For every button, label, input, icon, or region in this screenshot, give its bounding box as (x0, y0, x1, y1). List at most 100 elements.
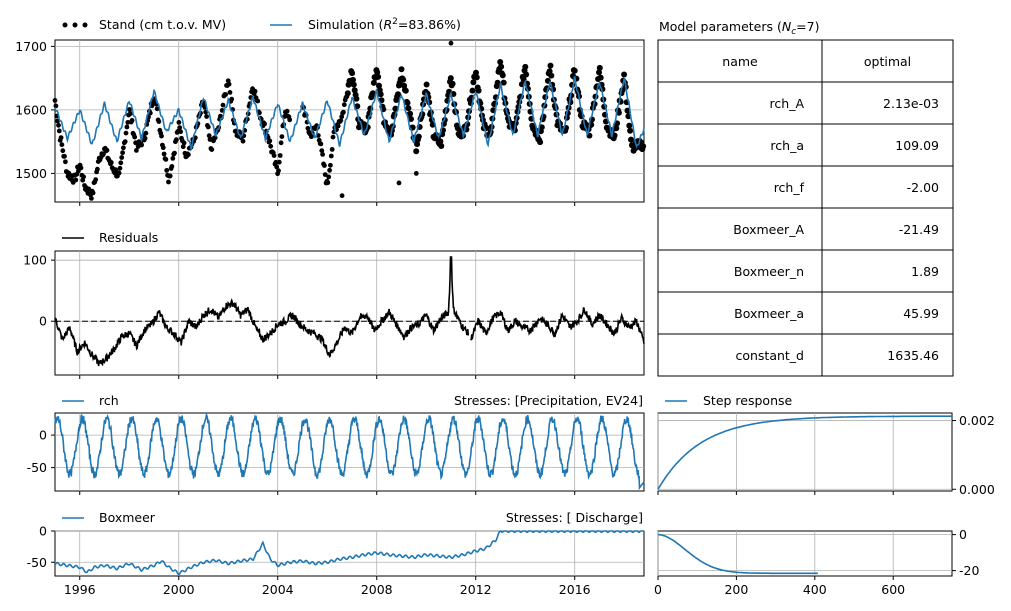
obs-point (276, 168, 281, 174)
obs-point (329, 147, 335, 152)
obs-point (405, 105, 412, 112)
obs-point (177, 125, 183, 130)
obs-point (626, 122, 633, 129)
obs-point (60, 148, 66, 154)
obs-point (120, 150, 125, 156)
obs-point (229, 96, 235, 102)
obs-point (596, 64, 603, 71)
obs-point (375, 73, 382, 80)
obs-point (181, 140, 187, 146)
obs-point (423, 81, 430, 88)
legend-rch-label: rch (99, 393, 119, 408)
table-header-optimal: optimal (864, 54, 911, 69)
obs-point (122, 139, 128, 145)
legend-boxmeer-label: Boxmeer (99, 510, 156, 525)
obs-point (89, 196, 94, 201)
obs-point (469, 87, 476, 94)
obs-point (349, 70, 356, 77)
obs-point (56, 122, 61, 128)
obs-point (226, 81, 232, 87)
main-axes (54, 39, 645, 203)
obs-point (326, 174, 332, 180)
obs-point (377, 91, 384, 98)
rch-legend: rch Stresses: [Precipitation, EV24] (62, 393, 643, 408)
obs-point (90, 190, 96, 196)
y-tick-label: 1600 (15, 102, 47, 117)
obs-point (129, 118, 135, 123)
obs-point (322, 172, 328, 178)
obs-point (156, 119, 162, 124)
table-cell-value: 2.13e-03 (883, 96, 939, 111)
y-tick-label: 0 (39, 428, 47, 443)
obs-point (341, 109, 346, 115)
obs-point (62, 153, 67, 159)
obs-point (318, 141, 324, 147)
obs-point (73, 177, 79, 183)
obs-point (267, 138, 273, 144)
table-cell-value: 1.89 (911, 264, 939, 279)
obs-point (395, 91, 401, 98)
obs-point (404, 99, 411, 106)
obs-point (206, 133, 212, 139)
obs-point (169, 164, 175, 169)
boxmeer-stresses-label: Stresses: [ Discharge] (506, 510, 643, 525)
obs-point (350, 76, 356, 83)
obs-point (475, 87, 482, 94)
obs-point (473, 69, 479, 76)
obs-point (53, 103, 59, 109)
y-tick-label: 0.000 (959, 482, 995, 497)
x-tick-label: 2004 (262, 582, 294, 597)
obs-point (274, 164, 280, 170)
obs-point (448, 40, 454, 46)
x-tick-label: 2000 (163, 582, 195, 597)
obs-point (370, 79, 377, 86)
main-legend: Stand (cm t.o.v. MV) Simulation (R2=83.8… (62, 17, 461, 32)
obs-point (413, 171, 419, 176)
step-boxmeer-line (657, 533, 818, 575)
obs-point (597, 74, 604, 81)
obs-point (167, 173, 173, 179)
obs-point (284, 108, 290, 114)
step-legend: Step response (665, 393, 793, 408)
obs-point (209, 147, 215, 153)
obs-point (473, 74, 480, 81)
obs-point (537, 139, 544, 146)
obs-point (376, 82, 382, 89)
obs-point (392, 105, 399, 112)
obs-point (262, 121, 267, 127)
x-tick-label: 2008 (361, 582, 393, 597)
legend-sim-label: Simulation (R2=83.86%) (308, 17, 461, 32)
y-tick-label: 0 (959, 527, 967, 542)
obs-point (124, 124, 130, 130)
obs-point (119, 155, 125, 160)
obs-point (166, 179, 171, 185)
obs-point (402, 87, 409, 94)
obs-point (86, 186, 92, 192)
obs-point (522, 63, 529, 70)
obs-point (172, 150, 177, 156)
residuals-legend: Residuals (62, 230, 158, 245)
legend-step-label: Step response (703, 393, 793, 408)
obs-point (276, 159, 282, 165)
obs-point (613, 125, 620, 132)
table-title: Model parameters (Nc=7) (659, 19, 819, 37)
obs-point (339, 193, 345, 199)
obs-point (143, 130, 149, 136)
table-cell-name: Boxmeer_a (734, 306, 804, 321)
obs-point (369, 90, 376, 97)
table-cell-name: rch_a (770, 138, 804, 153)
obs-point (319, 148, 325, 154)
obs-point (640, 143, 647, 150)
obs-point (499, 72, 506, 79)
obs-point (350, 81, 357, 88)
obs-point (223, 92, 229, 97)
obs-point (178, 129, 184, 135)
obs-point (305, 125, 311, 131)
legend-obs-label: Stand (cm t.o.v. MV) (99, 17, 226, 32)
obs-point (142, 135, 148, 141)
obs-point (277, 153, 283, 158)
obs-point (353, 95, 360, 102)
obs-point (335, 123, 341, 129)
table-cell-value: -21.49 (899, 222, 939, 237)
